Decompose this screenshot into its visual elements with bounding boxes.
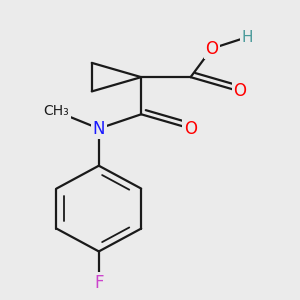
Text: O: O xyxy=(184,120,197,138)
Text: H: H xyxy=(241,30,253,45)
Text: F: F xyxy=(94,274,104,292)
Text: CH₃: CH₃ xyxy=(44,104,69,118)
Text: N: N xyxy=(93,120,105,138)
Text: O: O xyxy=(205,40,218,58)
Text: O: O xyxy=(233,82,247,100)
